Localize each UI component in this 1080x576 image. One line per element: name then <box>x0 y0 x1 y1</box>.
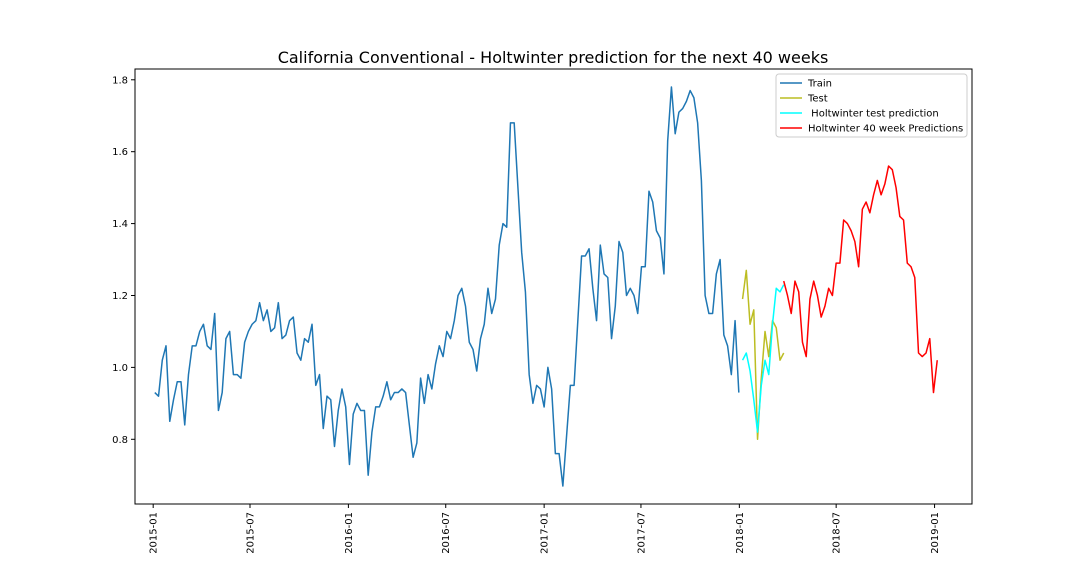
x-tick-label: 2018-07 <box>832 512 843 554</box>
y-tick-label: 1.8 <box>112 75 128 86</box>
y-axis: 0.8 1.0 1.2 1.4 1.6 1.8 <box>112 75 135 446</box>
legend-label-0: Train <box>807 79 832 90</box>
series-line-2 <box>741 284 785 433</box>
legend-label-1: Test <box>807 94 828 105</box>
legend: Train Test Holtwinter test prediction Holt… <box>775 73 968 138</box>
series-layer <box>154 86 938 487</box>
chart-title: California Conventional - Holtwinter pre… <box>278 48 829 67</box>
x-tick-label: 2015-01 <box>149 512 160 554</box>
x-tick-label: 2016-01 <box>344 512 355 554</box>
y-tick-label: 0.8 <box>112 435 128 446</box>
series-line-1 <box>741 269 785 441</box>
legend-entries: Train Test Holtwinter test prediction Holt… <box>780 79 963 135</box>
series-line-3 <box>783 165 938 394</box>
x-tick-label: 2016-07 <box>441 512 452 554</box>
x-tick-label: 2019-01 <box>930 512 941 554</box>
y-tick-label: 1.2 <box>112 291 128 302</box>
x-tick-label: 2017-01 <box>540 512 551 554</box>
legend-label-2: Holtwinter test prediction <box>808 109 939 120</box>
y-tick-label: 1.0 <box>112 363 128 374</box>
legend-box <box>775 73 968 138</box>
x-tick-label: 2018-01 <box>735 512 746 554</box>
x-axis: 2015-01 2015-07 2016-01 2016-07 2017-01 2017-… <box>149 504 941 554</box>
x-tick-label: 2017-07 <box>636 512 647 554</box>
legend-label-3: Holtwinter 40 week Predictions <box>808 124 963 135</box>
plot-frame <box>134 68 973 505</box>
series-line-0 <box>154 86 740 487</box>
y-tick-label: 1.6 <box>112 147 128 158</box>
y-tick-label: 1.4 <box>112 219 128 230</box>
x-tick-label: 2015-07 <box>245 512 256 554</box>
